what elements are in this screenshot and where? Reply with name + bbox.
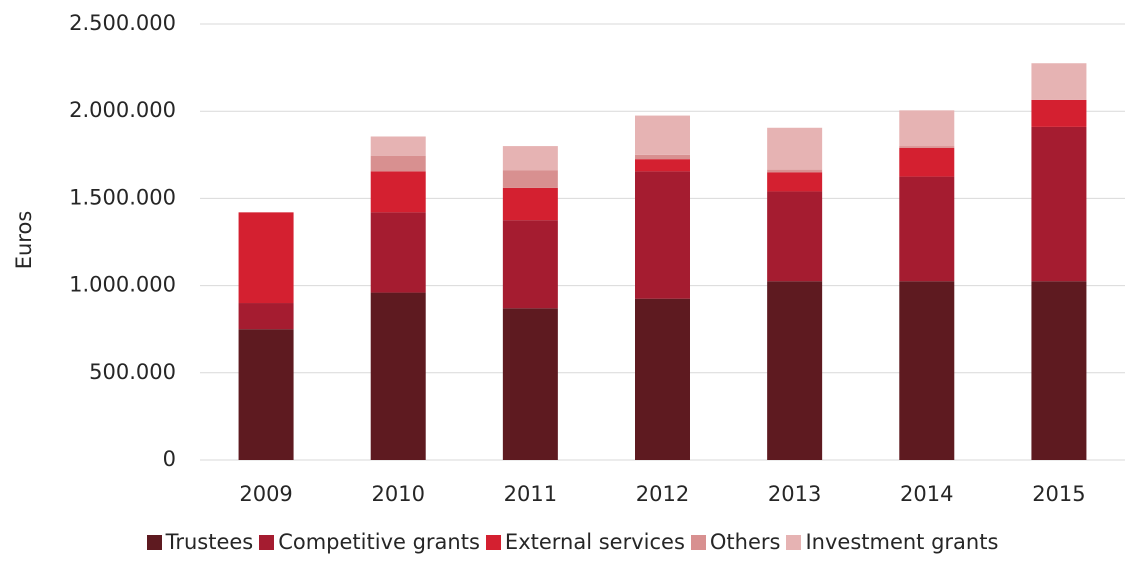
bar-segment bbox=[635, 154, 690, 160]
bar-segment bbox=[767, 191, 823, 282]
legend-swatch bbox=[690, 534, 706, 550]
bar-segment bbox=[370, 212, 426, 293]
bar-segment bbox=[635, 171, 690, 299]
legend-item: Investment grants bbox=[786, 530, 998, 554]
legend: Trustees Competitive grants External servi… bbox=[0, 530, 1145, 554]
bar-segment bbox=[502, 308, 558, 460]
bar-segment bbox=[238, 212, 294, 304]
bar-segment bbox=[899, 146, 955, 148]
legend-swatch bbox=[146, 534, 162, 550]
legend-item: Others bbox=[690, 530, 781, 554]
bar-segment bbox=[767, 281, 823, 460]
x-tick-label: 2014 bbox=[900, 482, 953, 506]
bar-segment bbox=[899, 147, 955, 177]
bar-segment bbox=[635, 115, 690, 155]
x-tick-label: 2015 bbox=[1032, 482, 1085, 506]
bar-segment bbox=[370, 155, 426, 172]
bar-segment bbox=[899, 176, 955, 282]
bar-segment bbox=[1031, 99, 1087, 127]
bar-segment bbox=[767, 127, 823, 170]
legend-swatch bbox=[485, 534, 501, 550]
legend-swatch bbox=[786, 534, 802, 550]
y-tick-label: 1.500.000 bbox=[69, 185, 176, 209]
bar-segment bbox=[767, 172, 823, 192]
y-tick-label: 2.500.000 bbox=[69, 11, 176, 35]
legend-item: Competitive grants bbox=[259, 530, 480, 554]
bar-segment bbox=[502, 146, 558, 171]
legend-label: Others bbox=[709, 530, 781, 554]
x-tick-label: 2010 bbox=[371, 482, 424, 506]
bar-segment bbox=[1031, 126, 1087, 282]
y-tick-label: 0 bbox=[163, 447, 176, 471]
x-tick-label: 2009 bbox=[239, 482, 292, 506]
bar-segment bbox=[370, 136, 426, 156]
x-tick-label: 2012 bbox=[636, 482, 689, 506]
bar-segment bbox=[502, 187, 558, 221]
legend-item: Trustees bbox=[146, 530, 254, 554]
y-tick-label: 2.000.000 bbox=[69, 98, 176, 122]
bar-segment bbox=[370, 171, 426, 213]
bar-segment bbox=[502, 170, 558, 188]
legend-swatch bbox=[259, 534, 275, 550]
x-tick-label: 2013 bbox=[768, 482, 821, 506]
y-axis-label: Euros bbox=[12, 211, 36, 270]
legend-item: External services bbox=[485, 530, 685, 554]
bar-segment bbox=[899, 281, 955, 460]
bar-segment bbox=[635, 298, 690, 460]
bar-segment bbox=[899, 110, 955, 147]
bar-segment bbox=[502, 220, 558, 309]
legend-label: Investment grants bbox=[805, 530, 999, 554]
bar-segment bbox=[1031, 281, 1087, 460]
bar-segment bbox=[1031, 63, 1087, 100]
legend-label: Competitive grants bbox=[278, 530, 480, 554]
bar-segment bbox=[238, 329, 294, 460]
legend-label: Trustees bbox=[165, 530, 254, 554]
legend-label: External services bbox=[504, 530, 685, 554]
x-tick-label: 2011 bbox=[504, 482, 557, 506]
bar-segment bbox=[238, 303, 294, 330]
bar-segment bbox=[635, 159, 690, 172]
y-tick-label: 1.000.000 bbox=[69, 273, 176, 297]
bar-segment bbox=[370, 292, 426, 460]
y-tick-label: 500.000 bbox=[89, 360, 176, 384]
bar-segment bbox=[767, 169, 823, 173]
